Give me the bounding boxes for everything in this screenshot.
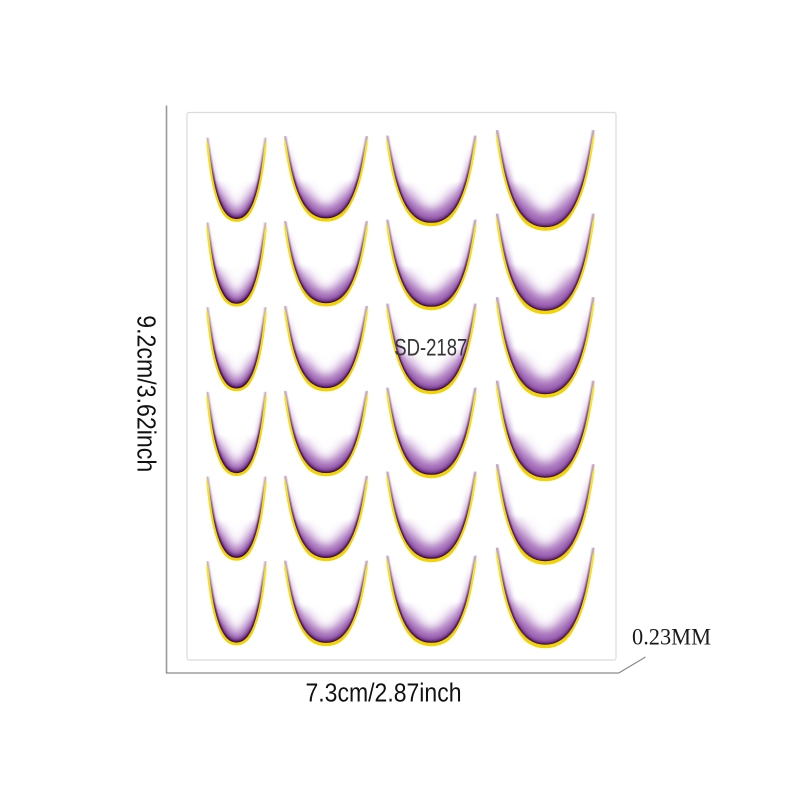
svg-text:SD-2187: SD-2187 [394,335,467,362]
svg-text:9.2cm/3.62inch: 9.2cm/3.62inch [132,315,160,472]
svg-text:0.23MM: 0.23MM [632,624,711,650]
svg-text:7.3cm/2.87inch: 7.3cm/2.87inch [306,680,462,708]
